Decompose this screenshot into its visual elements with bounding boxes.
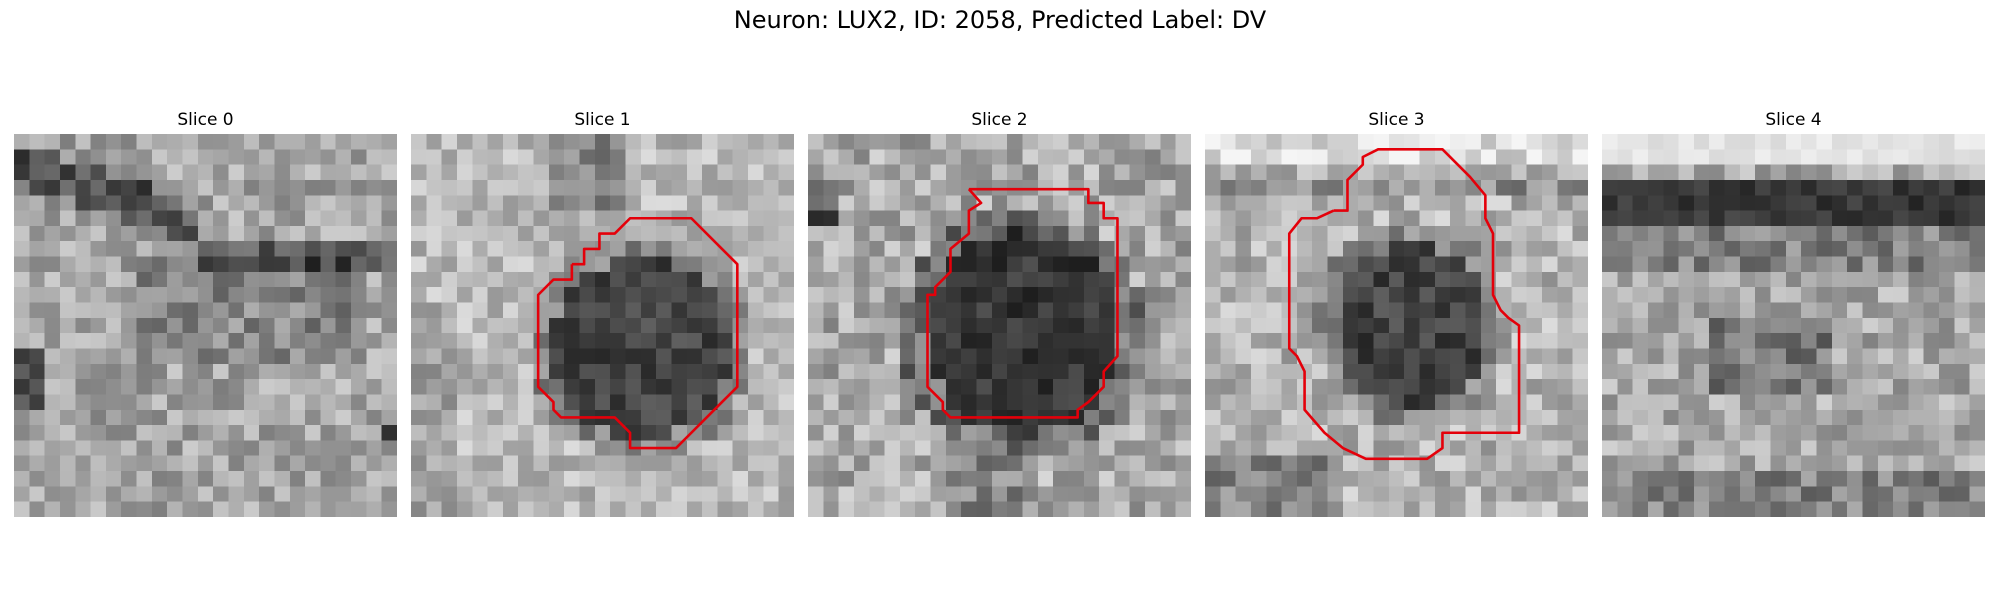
slice-image [1205, 134, 1588, 517]
slice-title: Slice 1 [574, 110, 631, 130]
slice-panel-0: Slice 0 [14, 110, 397, 517]
segmentation-contour [538, 218, 737, 448]
segmentation-contour [927, 189, 1117, 417]
slice-title: Slice 0 [177, 110, 234, 130]
slice-image [411, 134, 794, 517]
slice-panel-1: Slice 1 [411, 110, 794, 517]
figure-title: Neuron: LUX2, ID: 2058, Predicted Label:… [733, 6, 1267, 34]
segmentation-contour [1289, 149, 1519, 458]
slice-image [14, 134, 397, 517]
slice-title: Slice 2 [971, 110, 1028, 130]
slice-title: Slice 4 [1765, 110, 1822, 130]
slice-image [808, 134, 1191, 517]
slice-panel-4: Slice 4 [1602, 110, 1985, 517]
slice-title: Slice 3 [1368, 110, 1425, 130]
slice-image [1602, 134, 1985, 517]
slice-panel-3: Slice 3 [1205, 110, 1588, 517]
slice-panel-2: Slice 2 [808, 110, 1191, 517]
